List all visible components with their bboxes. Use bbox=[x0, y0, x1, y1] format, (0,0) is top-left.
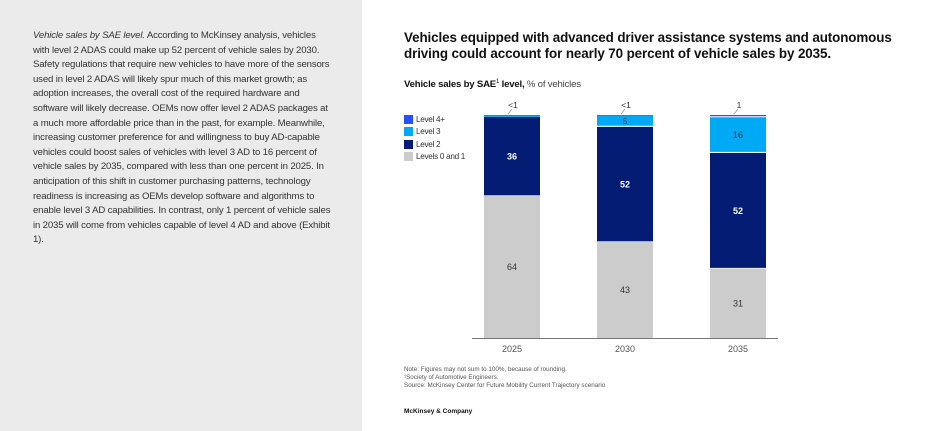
data-label-2035-levels-0-and-1: 31 bbox=[733, 298, 743, 308]
data-label-2035-level-3: 16 bbox=[733, 130, 743, 140]
chart-subtitle: Vehicle sales by SAE1 level, % of vehicl… bbox=[404, 79, 581, 90]
data-label-2030-level-2: 52 bbox=[620, 180, 630, 190]
legend-item-level-2: Level 2 bbox=[404, 138, 465, 151]
article-panel bbox=[0, 0, 362, 431]
bar-2025-level-3 bbox=[484, 115, 540, 117]
data-label-2025-level-4: <1 bbox=[508, 100, 518, 110]
callout-line-2025 bbox=[507, 108, 513, 115]
article-lead: Vehicle sales by SAE level. bbox=[33, 30, 145, 41]
data-label-2025-level-2: 36 bbox=[507, 152, 517, 162]
chart-legend: Level 4+ Level 3 Level 2 Levels 0 and 1 bbox=[404, 113, 465, 163]
legend-item-levels-0-and-1: Levels 0 and 1 bbox=[404, 151, 465, 164]
x-tick-label-2025: 2025 bbox=[502, 344, 522, 354]
x-tick-label-2035: 2035 bbox=[728, 344, 748, 354]
data-label-2035-level-2: 52 bbox=[733, 206, 743, 216]
exhibit-panel bbox=[362, 0, 947, 431]
bar-2030-level-3 bbox=[597, 115, 653, 127]
legend-item-level-4: Level 4+ bbox=[404, 113, 465, 126]
data-label-2030-level-3: 5 bbox=[623, 117, 628, 126]
bar-2035-level-2 bbox=[710, 152, 766, 269]
article-text: According to McKinsey analysis, vehicles… bbox=[33, 30, 331, 246]
footnote-marker: 1 bbox=[496, 79, 500, 85]
legend-item-level-3: Level 3 bbox=[404, 126, 465, 139]
data-label-2035-level-4: 1 bbox=[737, 100, 742, 110]
legend-label: Levels 0 and 1 bbox=[416, 152, 466, 162]
bar-2025-levels-0-and-1 bbox=[484, 196, 540, 338]
article-body: Vehicle sales by SAE level. According to… bbox=[33, 29, 333, 248]
legend-swatch bbox=[404, 139, 413, 149]
data-label-2025-levels-0-and-1: 64 bbox=[507, 262, 517, 272]
bar-2035-level-4 bbox=[710, 115, 766, 118]
callout-line-2035 bbox=[733, 108, 739, 115]
exhibit-title: Vehicles equipped with advanced driver a… bbox=[404, 30, 892, 61]
data-label-2030-level-4: <1 bbox=[621, 100, 631, 110]
bar-2025-level-4 bbox=[484, 115, 540, 116]
legend-swatch bbox=[404, 127, 413, 137]
legend-swatch bbox=[404, 152, 413, 162]
bar-2030-level-4 bbox=[597, 115, 653, 116]
brand-logo: McKinsey & Company bbox=[404, 408, 473, 415]
legend-label: Level 4+ bbox=[416, 114, 445, 124]
x-tick-label-2030: 2030 bbox=[615, 344, 635, 354]
bar-2030-level-2 bbox=[597, 126, 653, 243]
chart-notes: Note: Figures may not sum to 100%, becau… bbox=[404, 366, 605, 391]
bar-2030-levels-0-and-1 bbox=[597, 242, 653, 338]
note-footnote: ¹Society of Automotive Engineers. bbox=[404, 374, 499, 382]
bar-2035-level-3 bbox=[710, 117, 766, 153]
bar-2025-level-2 bbox=[484, 116, 540, 197]
callout-line-2030 bbox=[620, 108, 626, 115]
data-label-2030-levels-0-and-1: 43 bbox=[620, 285, 630, 295]
legend-label: Level 2 bbox=[416, 139, 441, 149]
note-rounding: Note: Figures may not sum to 100%, becau… bbox=[404, 366, 567, 373]
subtitle-bold-2: level, bbox=[499, 79, 525, 90]
legend-label: Level 3 bbox=[416, 127, 441, 137]
bar-2035-levels-0-and-1 bbox=[710, 268, 766, 338]
subtitle-unit: % of vehicles bbox=[524, 79, 581, 90]
legend-swatch bbox=[404, 114, 413, 124]
note-source: Source: McKinsey Center for Future Mobil… bbox=[404, 382, 606, 390]
subtitle-bold: Vehicle sales by SAE bbox=[404, 79, 496, 90]
